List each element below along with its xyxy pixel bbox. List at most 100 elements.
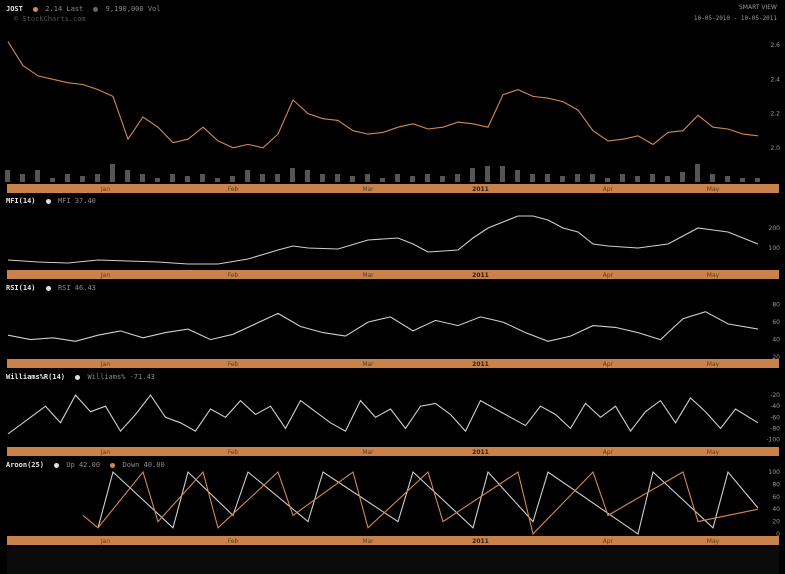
- x-tick-label: Jan: [100, 449, 110, 456]
- volume-bar: [740, 178, 745, 182]
- legend-dot: [54, 462, 60, 468]
- indicator-line-2: [7, 311, 759, 342]
- y-tick-label: 40: [772, 506, 780, 513]
- volume-bar: [320, 174, 325, 182]
- date-axis-aroon: [7, 536, 779, 545]
- volume-bar: [290, 168, 295, 182]
- volume-bar: [95, 174, 100, 182]
- legend-dot: [45, 285, 51, 291]
- panel-header-rsi: RSI(14) RSI 46.43: [6, 282, 96, 294]
- x-tick-label: Apr: [603, 361, 614, 368]
- x-tick-label: May: [707, 449, 720, 456]
- volume-bar: [425, 174, 430, 182]
- volume-bar: [650, 174, 655, 182]
- panel-title: RSI(14): [6, 284, 36, 292]
- x-tick-label: Mar: [362, 272, 374, 279]
- volume-bar: [110, 164, 115, 182]
- x-tick-label: Mar: [362, 186, 374, 193]
- volume-bar: [635, 176, 640, 182]
- volume-bar: [725, 176, 730, 182]
- volume-bar: [215, 178, 220, 182]
- legend-label: RSI 46.43: [57, 284, 96, 292]
- volume-bar: [710, 174, 715, 182]
- volume-legend-dot: [93, 6, 99, 12]
- smart-view-button[interactable]: SMART VIEW: [739, 4, 777, 11]
- volume-bar: [200, 174, 205, 182]
- x-tick-label: Jan: [100, 538, 110, 545]
- y-tick-label: -40: [770, 403, 780, 410]
- volume-bar: [140, 174, 145, 182]
- x-tick-label: Feb: [228, 186, 239, 193]
- aroon-down-line: [82, 470, 759, 536]
- volume-bar: [485, 166, 490, 182]
- volume-bar: [185, 176, 190, 182]
- volume-bar: [80, 176, 85, 182]
- x-tick-label: Apr: [603, 272, 614, 279]
- volume-bar: [665, 176, 670, 182]
- legend-label: Down 40.00: [122, 461, 165, 469]
- volume-bar: [455, 174, 460, 182]
- x-tick-label: 2011: [472, 449, 489, 456]
- aroon-up-line: [97, 470, 759, 535]
- x-tick-label: May: [707, 538, 720, 545]
- date-axis-mfi: [7, 270, 779, 279]
- legend-dot: [110, 462, 116, 468]
- date-range-label: 10-05-2010 - 10-05-2011: [693, 15, 777, 22]
- x-tick-label: 2011: [472, 186, 489, 193]
- legend-label: Up 42.00: [66, 461, 101, 469]
- volume-bar: [530, 174, 535, 182]
- y-tick-label: -60: [770, 414, 780, 421]
- x-tick-label: Jan: [100, 186, 110, 193]
- volume-bar: [560, 176, 565, 182]
- x-tick-label: Mar: [362, 538, 374, 545]
- x-tick-label: 2011: [472, 361, 489, 368]
- date-axis-williams: [7, 447, 779, 456]
- volume-bar: [230, 176, 235, 182]
- volume-bar: [305, 170, 310, 182]
- volume-bar: [380, 178, 385, 182]
- indicator-line-3: [7, 394, 759, 435]
- panel-title: MFI(14): [6, 197, 36, 205]
- volume-bar: [350, 176, 355, 182]
- volume-bar: [35, 170, 40, 182]
- chart-header: JOST 2.14 Last 9,190,000 Vol: [6, 3, 160, 15]
- x-tick-label: May: [707, 361, 720, 368]
- volume-bar: [170, 174, 175, 182]
- panel-title: Aroon(25): [6, 461, 44, 469]
- volume-bar: [410, 176, 415, 182]
- indicator-line-1: [7, 215, 759, 265]
- volume-bar: [680, 172, 685, 182]
- chart-subtitle: © StockCharts.com: [14, 15, 86, 23]
- volume-bar: [20, 174, 25, 182]
- x-tick-label: Mar: [362, 449, 374, 456]
- overview-strip: [7, 547, 779, 574]
- price-line: [7, 41, 759, 149]
- volume-bar: [440, 176, 445, 182]
- y-tick-label: 2.4: [770, 76, 780, 83]
- volume-bar: [545, 174, 550, 182]
- volume-bar: [605, 178, 610, 182]
- volume-bar: [5, 170, 10, 182]
- x-tick-label: Jan: [100, 361, 110, 368]
- volume-bar: [395, 174, 400, 182]
- price-label: 2.14 Last: [45, 5, 84, 13]
- y-tick-label: 40: [772, 337, 780, 344]
- ticker-symbol[interactable]: JOST: [6, 5, 23, 13]
- y-tick-label: 20: [772, 354, 780, 361]
- y-tick-label: 2.0: [770, 145, 780, 152]
- volume-bar: [590, 174, 595, 182]
- volume-bar: [335, 174, 340, 182]
- volume-bar: [50, 178, 55, 182]
- volume-bar: [260, 174, 265, 182]
- volume-bar: [245, 170, 250, 182]
- volume-bar: [575, 174, 580, 182]
- volume-bar: [275, 174, 280, 182]
- x-tick-label: Feb: [228, 361, 239, 368]
- volume-bar: [125, 170, 130, 182]
- x-tick-label: Feb: [228, 449, 239, 456]
- legend-label: MFI 37.40: [57, 197, 96, 205]
- legend-dot: [45, 198, 51, 204]
- x-tick-label: Mar: [362, 361, 374, 368]
